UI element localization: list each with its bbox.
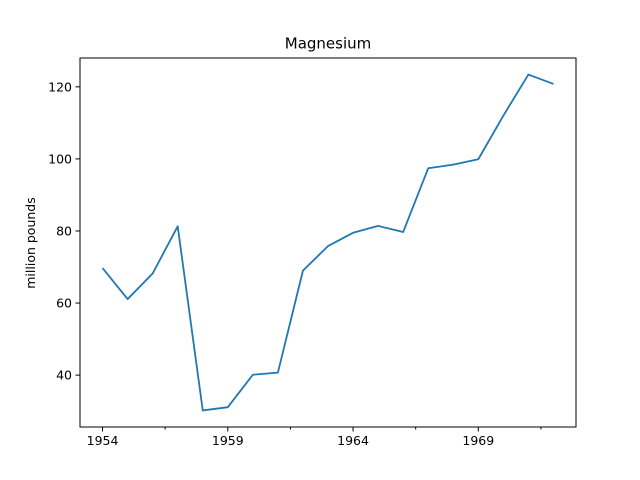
x-tick-label: 1959 [212, 433, 244, 448]
plot-series [101, 73, 554, 412]
y-axis-label: million pounds [23, 197, 38, 289]
chart-title: Magnesium [285, 35, 372, 53]
y-axis: 40 60 80 100 120 [48, 79, 80, 383]
y-tick-label: 100 [48, 151, 72, 166]
y-tick-label: 80 [56, 223, 72, 238]
x-tick-label: 1964 [337, 433, 369, 448]
series-line [101, 73, 554, 412]
x-tick-label: 1969 [462, 433, 494, 448]
y-tick-label: 60 [56, 296, 72, 311]
x-axis: 1954 1959 1964 1969 [87, 427, 542, 448]
y-tick-label: 40 [56, 368, 72, 383]
y-tick-label: 120 [48, 79, 72, 94]
x-tick-label: 1954 [87, 433, 119, 448]
plot-frame [79, 57, 577, 428]
